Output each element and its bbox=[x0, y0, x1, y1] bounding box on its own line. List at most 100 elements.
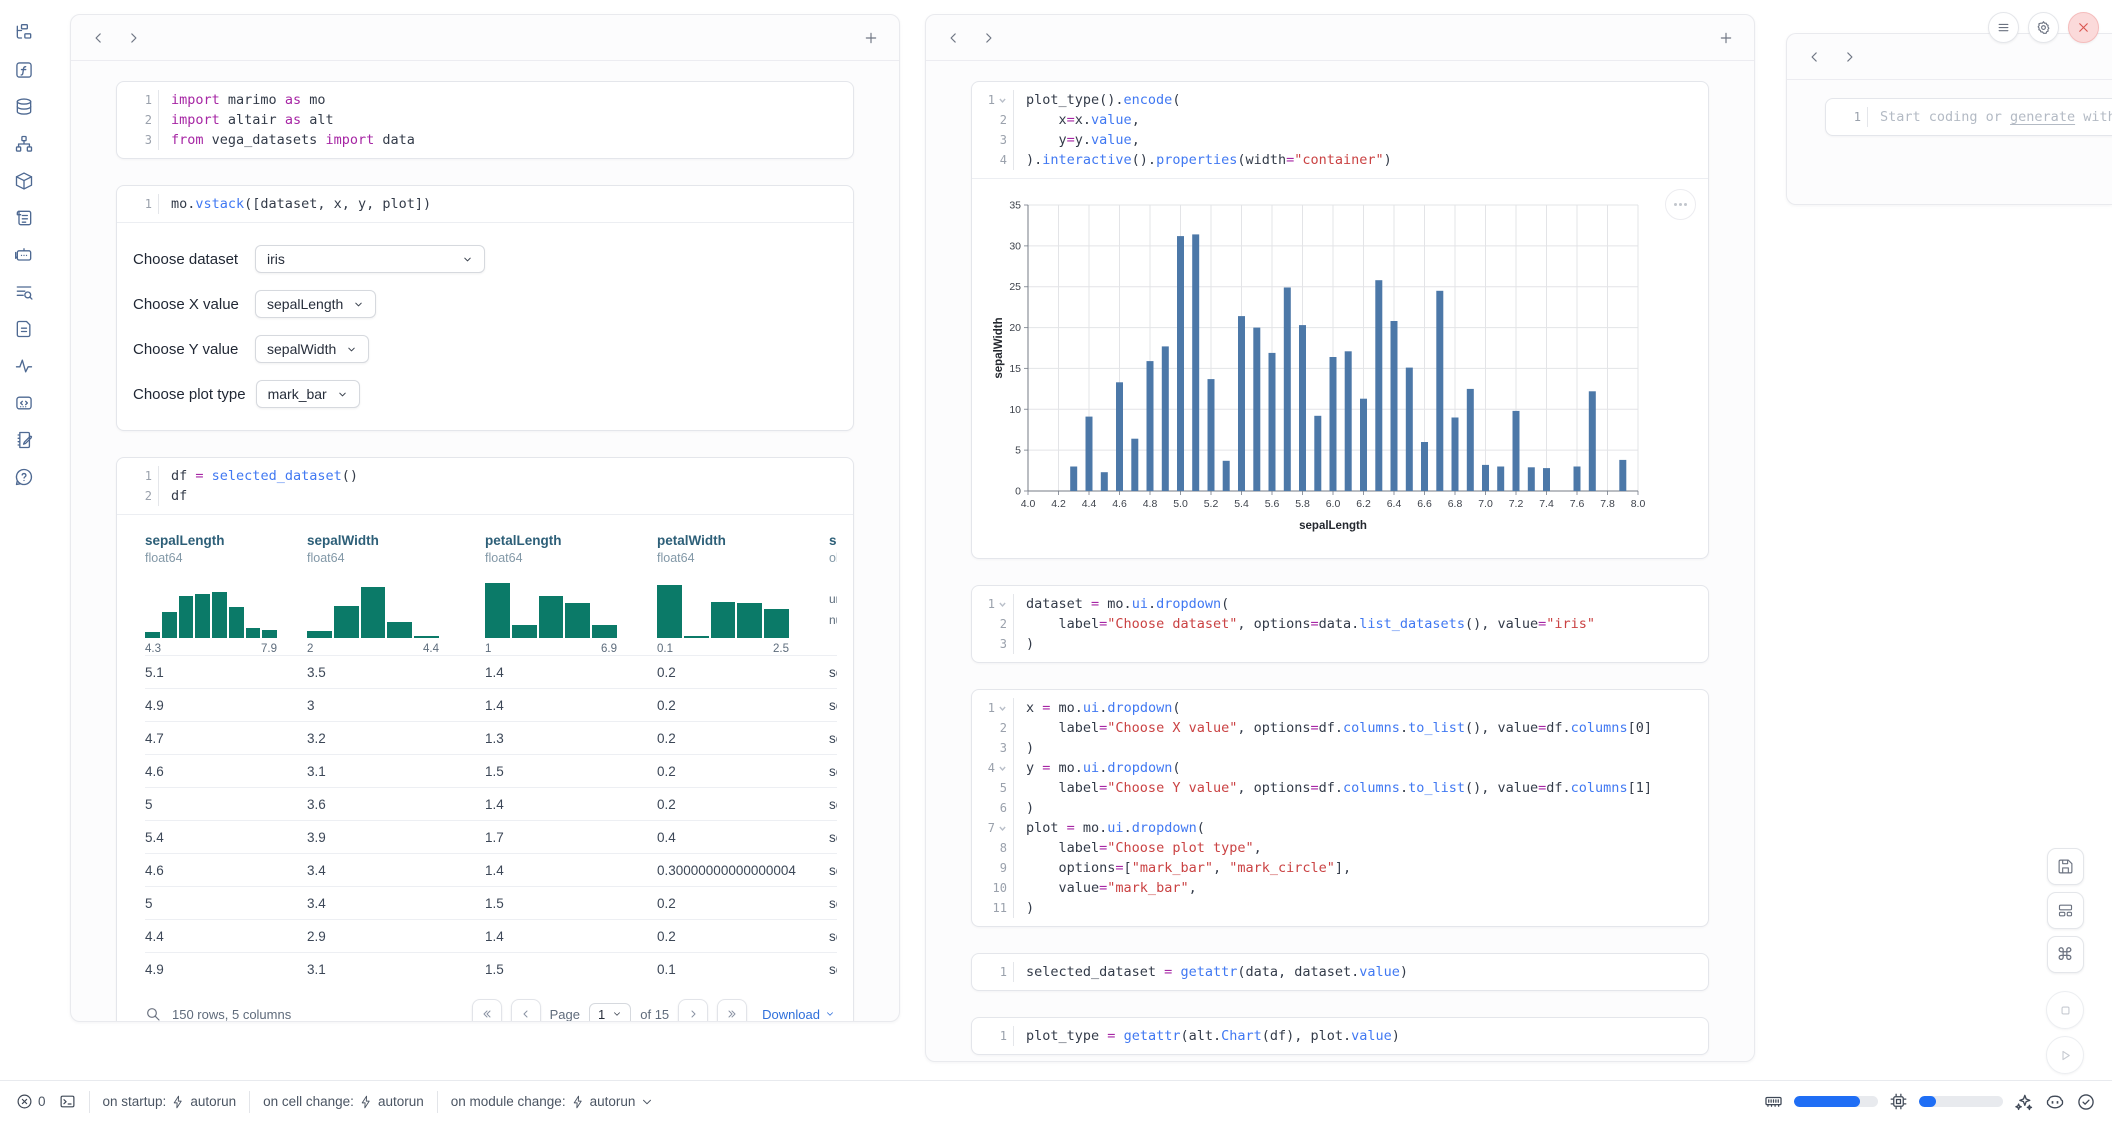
next-page-button[interactable] bbox=[678, 999, 708, 1022]
code-cell-dataset-dropdown[interactable]: 1dataset = mo.ui.dropdown(2 label="Choos… bbox=[971, 585, 1709, 663]
table-row[interactable]: 4.93.11.50.1setosa bbox=[145, 952, 837, 985]
run-button[interactable] bbox=[2046, 1036, 2084, 1074]
code-line[interactable]: 1x = mo.ui.dropdown( bbox=[972, 698, 1708, 718]
code-editor[interactable]: 1mo.vstack([dataset, x, y, plot]) bbox=[117, 186, 853, 222]
collapse-left-icon[interactable] bbox=[1801, 43, 1829, 71]
empty-code-cell[interactable]: 1 Start coding or generate with AI bbox=[1825, 98, 2112, 136]
choose-x-value-select[interactable]: sepalLength bbox=[255, 290, 376, 318]
code-line[interactable]: 2df bbox=[117, 486, 853, 506]
code-line[interactable]: 7plot = mo.ui.dropdown( bbox=[972, 818, 1708, 838]
code-line[interactable]: 1import marimo as mo bbox=[117, 90, 853, 110]
code-line[interactable]: 3from vega_datasets import data bbox=[117, 130, 853, 150]
code-line[interactable]: 3) bbox=[972, 634, 1708, 654]
code-line[interactable]: 2 label="Choose dataset", options=data.l… bbox=[972, 614, 1708, 634]
last-page-button[interactable] bbox=[717, 999, 747, 1022]
table-row[interactable]: 53.61.40.2setosa bbox=[145, 787, 837, 820]
snippets-icon[interactable] bbox=[13, 392, 35, 414]
layout-button[interactable] bbox=[2047, 892, 2084, 929]
code-line[interactable]: 11) bbox=[972, 898, 1708, 918]
package-icon[interactable] bbox=[13, 170, 35, 192]
code-editor[interactable]: 1selected_dataset = getattr(data, datase… bbox=[972, 954, 1708, 990]
choose-y-value-select[interactable]: sepalWidth bbox=[255, 335, 369, 363]
table-row[interactable]: 5.13.51.40.2setosa bbox=[145, 655, 837, 688]
code-line[interactable]: 1 Start coding or generate with AI bbox=[1826, 107, 2112, 127]
code-line[interactable]: 2import altair as alt bbox=[117, 110, 853, 130]
sitemap-icon[interactable] bbox=[13, 133, 35, 155]
code-line[interactable]: 3) bbox=[972, 738, 1708, 758]
code-line[interactable]: 1selected_dataset = getattr(data, datase… bbox=[972, 962, 1708, 982]
prev-page-button[interactable] bbox=[511, 999, 541, 1022]
expand-right-icon[interactable] bbox=[974, 24, 1002, 52]
document-icon[interactable] bbox=[13, 318, 35, 340]
collapse-left-icon[interactable] bbox=[85, 24, 113, 52]
code-cell-vstack[interactable]: 1mo.vstack([dataset, x, y, plot]) Choose… bbox=[116, 185, 854, 431]
code-cell-df[interactable]: 1df = selected_dataset()2df sepalLengthf… bbox=[116, 457, 854, 1022]
code-cell-imports[interactable]: 1import marimo as mo2import altair as al… bbox=[116, 81, 854, 159]
code-line[interactable]: 5 label="Choose Y value", options=df.col… bbox=[972, 778, 1708, 798]
stop-button[interactable] bbox=[2046, 991, 2084, 1029]
add-cell-button[interactable] bbox=[1712, 24, 1740, 52]
on-startup-setting[interactable]: on startup: autorun bbox=[103, 1094, 237, 1109]
column-header-petalWidth[interactable]: petalWidthfloat640.12.5 bbox=[657, 533, 829, 655]
code-line[interactable]: 1dataset = mo.ui.dropdown( bbox=[972, 594, 1708, 614]
code-line[interactable]: 2 label="Choose X value", options=df.col… bbox=[972, 718, 1708, 738]
code-cell-plot[interactable]: 1plot_type().encode(2 x=x.value,3 y=y.va… bbox=[971, 81, 1709, 559]
code-line[interactable]: 9 options=["mark_bar", "mark_circle"], bbox=[972, 858, 1708, 878]
menu-button[interactable] bbox=[1988, 12, 2019, 43]
choose-dataset-select[interactable]: iris bbox=[255, 245, 485, 273]
table-row[interactable]: 4.63.41.40.30000000000000004setosa bbox=[145, 853, 837, 886]
choose-plot-type-select[interactable]: mark_bar bbox=[256, 380, 360, 408]
column-histogram[interactable] bbox=[145, 580, 277, 638]
download-link[interactable]: Download bbox=[762, 1007, 835, 1022]
chart-options-button[interactable] bbox=[1665, 189, 1696, 220]
table-row[interactable]: 4.73.21.30.2setosa bbox=[145, 721, 837, 754]
code-line[interactable]: 1plot_type().encode( bbox=[972, 90, 1708, 110]
database-icon[interactable] bbox=[13, 96, 35, 118]
code-editor[interactable]: 1df = selected_dataset()2df bbox=[117, 458, 853, 514]
code-editor[interactable]: 1dataset = mo.ui.dropdown(2 label="Choos… bbox=[972, 586, 1708, 662]
file-tree-icon[interactable] bbox=[13, 22, 35, 44]
table-row[interactable]: 4.42.91.40.2setosa bbox=[145, 919, 837, 952]
first-page-button[interactable] bbox=[472, 999, 502, 1022]
table-row[interactable]: 5.43.91.70.4setosa bbox=[145, 820, 837, 853]
logs-icon[interactable] bbox=[13, 281, 35, 303]
generate-link[interactable]: generate bbox=[2010, 109, 2075, 125]
code-line[interactable]: 1plot_type = getattr(alt.Chart(df), plot… bbox=[972, 1026, 1708, 1046]
altair-bar-chart[interactable]: 4.04.24.44.64.85.05.25.45.65.86.06.26.46… bbox=[988, 193, 1692, 544]
code-line[interactable]: 4).interactive().properties(width="conta… bbox=[972, 150, 1708, 170]
column-histogram[interactable] bbox=[657, 580, 789, 638]
help-icon[interactable] bbox=[13, 466, 35, 488]
code-line[interactable]: 10 value="mark_bar", bbox=[972, 878, 1708, 898]
code-line[interactable]: 3 y=y.value, bbox=[972, 130, 1708, 150]
column-histogram[interactable] bbox=[307, 580, 439, 638]
editor-placeholder[interactable]: Start coding or generate with AI bbox=[1868, 107, 2112, 127]
shutdown-button[interactable] bbox=[2068, 12, 2099, 43]
column-header-sepalLength[interactable]: sepalLengthfloat644.37.9 bbox=[145, 533, 307, 655]
shortcuts-button[interactable]: ⌘ bbox=[2047, 936, 2084, 973]
on-cell-change-setting[interactable]: on cell change: autorun bbox=[263, 1094, 424, 1109]
column-histogram[interactable] bbox=[485, 580, 617, 638]
code-line[interactable]: 6) bbox=[972, 798, 1708, 818]
errors-indicator[interactable]: 0 bbox=[16, 1093, 46, 1110]
chatbot-icon[interactable] bbox=[13, 244, 35, 266]
expand-right-icon[interactable] bbox=[119, 24, 147, 52]
table-row[interactable]: 4.931.40.2setosa bbox=[145, 688, 837, 721]
search-icon[interactable] bbox=[145, 1006, 161, 1022]
code-line[interactable]: 1mo.vstack([dataset, x, y, plot]) bbox=[117, 194, 853, 214]
scratchpad-icon[interactable] bbox=[13, 429, 35, 451]
code-cell-plot-type[interactable]: 1plot_type = getattr(alt.Chart(df), plot… bbox=[971, 1017, 1709, 1055]
bar-chart-svg[interactable]: 4.04.24.44.64.85.05.25.45.65.86.06.26.46… bbox=[992, 195, 1652, 535]
connection-status-icon[interactable] bbox=[2076, 1092, 2096, 1112]
function-icon[interactable] bbox=[13, 59, 35, 81]
code-cell-xy-dropdowns[interactable]: 1x = mo.ui.dropdown(2 label="Choose X va… bbox=[971, 689, 1709, 927]
save-button[interactable] bbox=[2047, 848, 2084, 885]
code-line[interactable]: 1df = selected_dataset() bbox=[117, 466, 853, 486]
collapse-left-icon[interactable] bbox=[940, 24, 968, 52]
table-row[interactable]: 4.63.11.50.2setosa bbox=[145, 754, 837, 787]
on-module-change-setting[interactable]: on module change: autorun bbox=[451, 1094, 655, 1109]
column-header-sepalWidth[interactable]: sepalWidthfloat6424.4 bbox=[307, 533, 485, 655]
code-line[interactable]: 8 label="Choose plot type", bbox=[972, 838, 1708, 858]
table-row[interactable]: 53.41.50.2setosa bbox=[145, 886, 837, 919]
copilot-icon[interactable] bbox=[2045, 1092, 2065, 1112]
code-line[interactable]: 4y = mo.ui.dropdown( bbox=[972, 758, 1708, 778]
